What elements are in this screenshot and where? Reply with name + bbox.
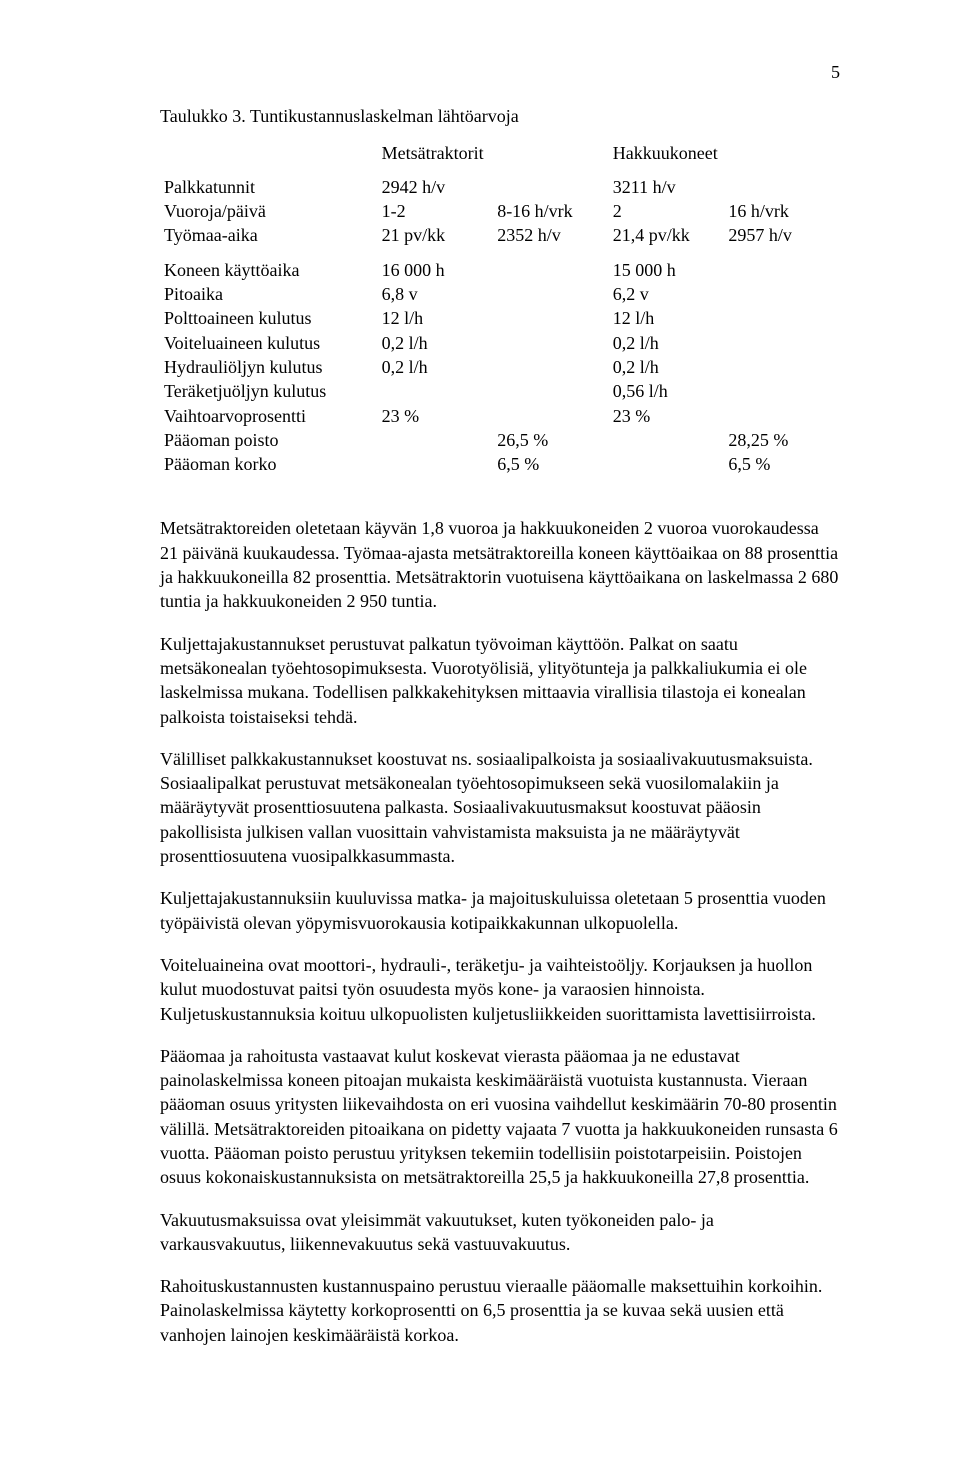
- row-cell: 12 l/h: [609, 306, 725, 330]
- row-cell: [378, 379, 494, 403]
- row-label: Polttoaineen kulutus: [160, 306, 378, 330]
- row-label: Koneen käyttöaika: [160, 258, 378, 282]
- row-cell: [378, 428, 494, 452]
- row-cell: [493, 258, 609, 282]
- row-cell: 6,2 v: [609, 282, 725, 306]
- row-cell: 23 %: [378, 404, 494, 428]
- row-cell: 21,4 pv/kk: [609, 223, 725, 247]
- row-cell: [724, 258, 840, 282]
- row-cell: 0,2 l/h: [609, 355, 725, 379]
- row-cell: 6,5 %: [724, 452, 840, 476]
- table-row: Pääoman korko 6,5 % 6,5 %: [160, 452, 840, 476]
- body-paragraph: Vakuutusmaksuissa ovat yleisimmät vakuut…: [160, 1208, 840, 1257]
- row-cell: [609, 428, 725, 452]
- table-row: Vaihtoarvoprosentti 23 % 23 %: [160, 404, 840, 428]
- row-cell: [493, 355, 609, 379]
- row-cell: 2957 h/v: [724, 223, 840, 247]
- row-cell: [493, 282, 609, 306]
- row-cell: 0,56 l/h: [609, 379, 725, 403]
- row-cell: 21 pv/kk: [378, 223, 494, 247]
- row-cell: [724, 175, 840, 199]
- row-cell: [493, 379, 609, 403]
- row-cell: 2352 h/v: [493, 223, 609, 247]
- row-cell: [724, 379, 840, 403]
- row-cell: [724, 282, 840, 306]
- row-cell: 23 %: [609, 404, 725, 428]
- row-cell: 0,2 l/h: [378, 331, 494, 355]
- table-header-hakkuukoneet: Hakkuukoneet: [609, 141, 725, 165]
- table-row: Pääoman poisto 26,5 % 28,25 %: [160, 428, 840, 452]
- row-cell: 3211 h/v: [609, 175, 725, 199]
- row-label: Palkkatunnit: [160, 175, 378, 199]
- table-row: Palkkatunnit 2942 h/v 3211 h/v: [160, 175, 840, 199]
- row-cell: [724, 331, 840, 355]
- row-cell: 2942 h/v: [378, 175, 494, 199]
- body-paragraph: Pääomaa ja rahoitusta vastaavat kulut ko…: [160, 1044, 840, 1190]
- row-cell: 28,25 %: [724, 428, 840, 452]
- body-paragraph: Rahoituskustannusten kustannuspaino peru…: [160, 1274, 840, 1347]
- table-row: Vuoroja/päivä 1-2 8-16 h/vrk 2 16 h/vrk: [160, 199, 840, 223]
- table-row: Voiteluaineen kulutus 0,2 l/h 0,2 l/h: [160, 331, 840, 355]
- table-header-row: Metsätraktorit Hakkuukoneet: [160, 141, 840, 165]
- row-cell: [609, 452, 725, 476]
- row-cell: 0,2 l/h: [378, 355, 494, 379]
- row-cell: 8-16 h/vrk: [493, 199, 609, 223]
- row-cell: 1-2: [378, 199, 494, 223]
- row-label: Pitoaika: [160, 282, 378, 306]
- page-number: 5: [160, 60, 840, 84]
- table-row: Polttoaineen kulutus 12 l/h 12 l/h: [160, 306, 840, 330]
- row-cell: [724, 306, 840, 330]
- row-cell: 12 l/h: [378, 306, 494, 330]
- row-cell: [493, 404, 609, 428]
- row-cell: [493, 175, 609, 199]
- row-label: Voiteluaineen kulutus: [160, 331, 378, 355]
- row-cell: [724, 355, 840, 379]
- row-label: Vuoroja/päivä: [160, 199, 378, 223]
- row-cell: 0,2 l/h: [609, 331, 725, 355]
- cost-table: Metsätraktorit Hakkuukoneet Palkkatunnit…: [160, 141, 840, 477]
- row-cell: 6,5 %: [493, 452, 609, 476]
- table-row: Teräketjuöljyn kulutus 0,56 l/h: [160, 379, 840, 403]
- body-paragraph: Metsätraktoreiden oletetaan käyvän 1,8 v…: [160, 516, 840, 613]
- body-paragraph: Kuljettajakustannuksiin kuuluvissa matka…: [160, 886, 840, 935]
- row-cell: [493, 331, 609, 355]
- table-caption: Taulukko 3. Tuntikustannuslaskelman läht…: [160, 104, 840, 128]
- body-paragraph: Välilliset palkkakustannukset koostuvat …: [160, 747, 840, 868]
- row-cell: 16 h/vrk: [724, 199, 840, 223]
- row-cell: 6,8 v: [378, 282, 494, 306]
- row-cell: [378, 452, 494, 476]
- row-cell: [493, 306, 609, 330]
- document-page: 5 Taulukko 3. Tuntikustannuslaskelman lä…: [0, 0, 960, 1425]
- row-label: Teräketjuöljyn kulutus: [160, 379, 378, 403]
- body-paragraph: Voiteluaineina ovat moottori-, hydrauli-…: [160, 953, 840, 1026]
- table-row: Hydrauliöljyn kulutus 0,2 l/h 0,2 l/h: [160, 355, 840, 379]
- body-paragraph: Kuljettajakustannukset perustuvat palkat…: [160, 632, 840, 729]
- row-label: Pääoman poisto: [160, 428, 378, 452]
- row-cell: 26,5 %: [493, 428, 609, 452]
- row-cell: [724, 404, 840, 428]
- table-row: Pitoaika 6,8 v 6,2 v: [160, 282, 840, 306]
- table-row: Työmaa-aika 21 pv/kk 2352 h/v 21,4 pv/kk…: [160, 223, 840, 247]
- row-label: Hydrauliöljyn kulutus: [160, 355, 378, 379]
- row-cell: 15 000 h: [609, 258, 725, 282]
- row-label: Työmaa-aika: [160, 223, 378, 247]
- table-row: Koneen käyttöaika 16 000 h 15 000 h: [160, 258, 840, 282]
- row-label: Pääoman korko: [160, 452, 378, 476]
- row-cell: 16 000 h: [378, 258, 494, 282]
- row-cell: 2: [609, 199, 725, 223]
- row-label: Vaihtoarvoprosentti: [160, 404, 378, 428]
- table-header-metsatraktorit: Metsätraktorit: [378, 141, 494, 165]
